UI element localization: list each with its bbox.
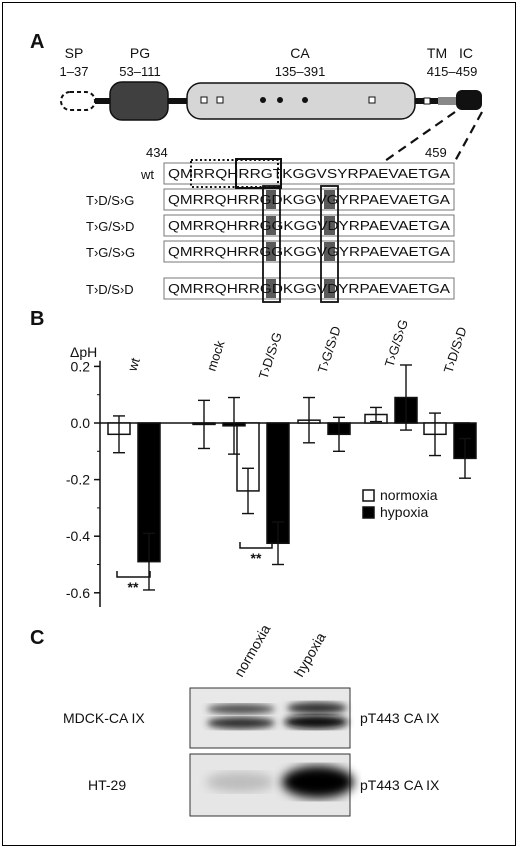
significance-stars: ** xyxy=(251,550,262,566)
panel-b-label: B xyxy=(30,308,44,330)
sequence-row-box xyxy=(163,188,455,211)
legend-label-hypoxia: hypoxia xyxy=(380,504,428,520)
blot-band-faint xyxy=(206,772,274,792)
y-axis-title: ΔpH xyxy=(70,344,97,360)
blot-band-upper xyxy=(207,704,275,714)
significance-bracket xyxy=(116,571,151,578)
mutation-highlight xyxy=(324,216,335,235)
mutation-highlight xyxy=(324,279,335,298)
domain-sp-name: SP xyxy=(65,45,84,61)
mutation-highlight xyxy=(266,242,276,261)
proteoglycan-domain-shape xyxy=(109,81,169,121)
category-label: wt xyxy=(124,356,143,374)
ca-marker-dot xyxy=(260,97,266,103)
domain-tm-name: TM xyxy=(427,45,447,61)
motif-solid-box xyxy=(235,158,282,189)
ca-marker-dot xyxy=(277,97,283,103)
y-tick-label: -0.6 xyxy=(66,585,90,601)
y-tick-label: 0.2 xyxy=(71,358,91,374)
sequence-row-box xyxy=(163,162,455,185)
blot-band-upper xyxy=(287,702,347,714)
row-label-tdsd: T›D/S›D xyxy=(86,282,134,297)
transmembrane-shape xyxy=(438,97,456,105)
ca-marker-dot xyxy=(302,97,308,103)
sequence-row-box xyxy=(163,214,455,237)
row-label-tgsd: T›G/S›D xyxy=(86,219,134,234)
antibody-label-ht29: pT443 CA IX xyxy=(360,777,440,793)
sequence-wt: QMRRQHRRGTKGGVSYRPAEVAETGA xyxy=(168,167,451,181)
cell-line-label-ht29: HT-29 xyxy=(88,777,126,793)
row-label-tdsg: T›D/S›G xyxy=(86,193,134,208)
panel-c-label: C xyxy=(30,627,44,649)
significance-markers: ** ** xyxy=(116,542,273,595)
sequence-tgsd: QMRRQHRRGGKGGVDYRPAEVAETGA xyxy=(168,219,451,233)
sequence-tdsd: QMRRQHRRGDKGGVDYRPAEVAETGA xyxy=(168,282,451,296)
sequence-alignment: wt T›D/S›G T›G/S›D T›G/S›G T›D/S›D QMRRQ… xyxy=(86,158,455,303)
domain-pg-range: 53–111 xyxy=(119,64,160,79)
column-label-normoxia: normoxia xyxy=(231,621,274,679)
legend-swatch-normoxia xyxy=(362,489,375,502)
domain-ic-name: IC xyxy=(459,45,473,61)
cell-line-label-mdck: MDCK-CA IX xyxy=(63,710,145,726)
legend-swatch-hypoxia xyxy=(362,506,375,519)
category-label: T›G/S›D xyxy=(315,324,344,375)
domain-sp-range: 1–37 xyxy=(60,64,89,79)
blot-band-lower xyxy=(284,715,348,729)
legend-label-normoxia: normoxia xyxy=(380,487,438,503)
blot-frame xyxy=(189,687,351,749)
mutation-highlight xyxy=(324,242,335,261)
ca-marker-square xyxy=(368,96,376,104)
intracellular-tail-shape xyxy=(456,90,482,110)
signal-peptide-shape xyxy=(60,91,96,111)
zoom-line-right xyxy=(453,111,483,164)
catalytic-domain-shape xyxy=(186,82,416,120)
bar-chart: 0.2 0.0 -0.2 -0.4 -0.6 wt mock T›D/S›G T›G/S›D T›… xyxy=(66,318,477,607)
mutation-highlight xyxy=(266,279,276,298)
domain-ca-name: CA xyxy=(290,45,310,61)
significance-stars: ** xyxy=(128,579,139,595)
blot-band-strong xyxy=(282,766,354,798)
y-tick-label: 0.0 xyxy=(71,415,91,431)
serine-column-frame xyxy=(320,185,339,303)
category-label: T›D/S›G xyxy=(256,330,285,381)
domain-pg-name: PG xyxy=(130,45,150,61)
row-label-wt: wt xyxy=(140,167,154,182)
panel-a-label: A xyxy=(30,31,44,53)
mutation-highlight xyxy=(266,216,276,235)
row-label-tgsg: T›G/S›G xyxy=(86,245,135,260)
blot-band-lower xyxy=(207,717,275,729)
legend: normoxia hypoxia xyxy=(362,487,438,520)
domain-tm-range: 415–459 xyxy=(427,64,478,79)
category-label: T›D/S›D xyxy=(441,325,470,375)
significance-bracket xyxy=(239,542,273,549)
column-label-hypoxia: hypoxia xyxy=(291,630,329,680)
mutation-highlight xyxy=(324,190,335,209)
antibody-label-mdck: pT443 CA IX xyxy=(360,710,440,726)
sequence-row-box xyxy=(163,277,455,300)
y-tick-label: -0.2 xyxy=(66,472,90,488)
mutation-highlight xyxy=(266,190,276,209)
western-blot-ht29 xyxy=(189,753,354,817)
motif-dotted-box xyxy=(190,159,279,188)
ca-marker-square xyxy=(216,96,224,104)
sequence-row-box xyxy=(163,240,455,263)
sequence-tgsg: QMRRQHRRGGKGGVGYRPAEVAETGA xyxy=(168,245,451,259)
tm-marker-square xyxy=(423,97,431,105)
sequence-tdsg: QMRRQHRRGDKGGVGYRPAEVAETGA xyxy=(168,193,451,207)
ca-marker-square xyxy=(200,96,208,104)
protein-schematic xyxy=(60,81,482,121)
threonine-column-frame xyxy=(262,185,281,303)
western-blot-mdck xyxy=(189,687,351,749)
sequence-end-number: 459 xyxy=(425,145,447,160)
y-tick-label: -0.4 xyxy=(66,528,90,544)
domain-ca-range: 135–391 xyxy=(275,64,326,79)
category-label: T›G/S›G xyxy=(382,318,411,369)
category-label: mock xyxy=(204,338,228,373)
sequence-start-number: 434 xyxy=(146,145,168,160)
